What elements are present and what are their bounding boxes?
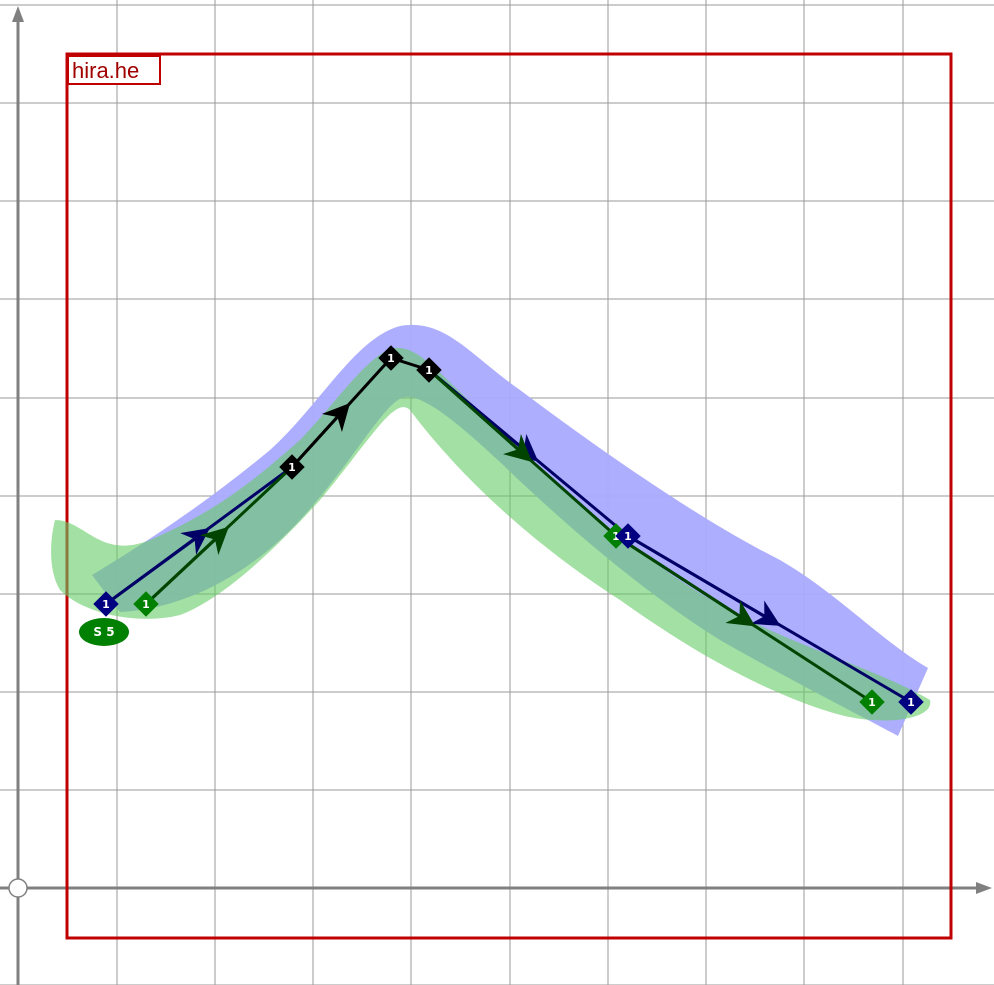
frame-label: hira.he [67, 55, 161, 85]
svg-text:1: 1 [425, 364, 433, 377]
frame-border [65, 52, 953, 940]
svg-text:1: 1 [102, 598, 110, 611]
node-blue-start[interactable]: 1 [93, 591, 119, 617]
svg-text:1: 1 [624, 530, 632, 543]
svg-text:1: 1 [907, 696, 915, 709]
start-badge-label: S 5 [93, 625, 114, 639]
origin-marker [8, 878, 28, 898]
node-blue-mid[interactable]: 1 [615, 523, 641, 549]
svg-text:1: 1 [387, 352, 395, 365]
svg-text:1: 1 [142, 598, 150, 611]
start-badge[interactable]: S 5 [79, 618, 129, 646]
node-black-peak[interactable]: 1 [378, 345, 404, 371]
svg-text:1: 1 [868, 696, 876, 709]
node-black-split[interactable]: 1 [416, 357, 442, 383]
node-green-end[interactable]: 1 [859, 689, 885, 715]
axes [0, 6, 992, 985]
frame-label-text: hira.he [72, 58, 139, 83]
node-green-start[interactable]: 1 [133, 591, 159, 617]
svg-text:1: 1 [288, 461, 296, 474]
green-band [51, 347, 931, 721]
node-blue-end[interactable]: 1 [898, 689, 924, 715]
node-black-join[interactable]: 1 [279, 454, 305, 480]
nodes: 1 1 1 1 1 1 1 1 [93, 345, 924, 715]
